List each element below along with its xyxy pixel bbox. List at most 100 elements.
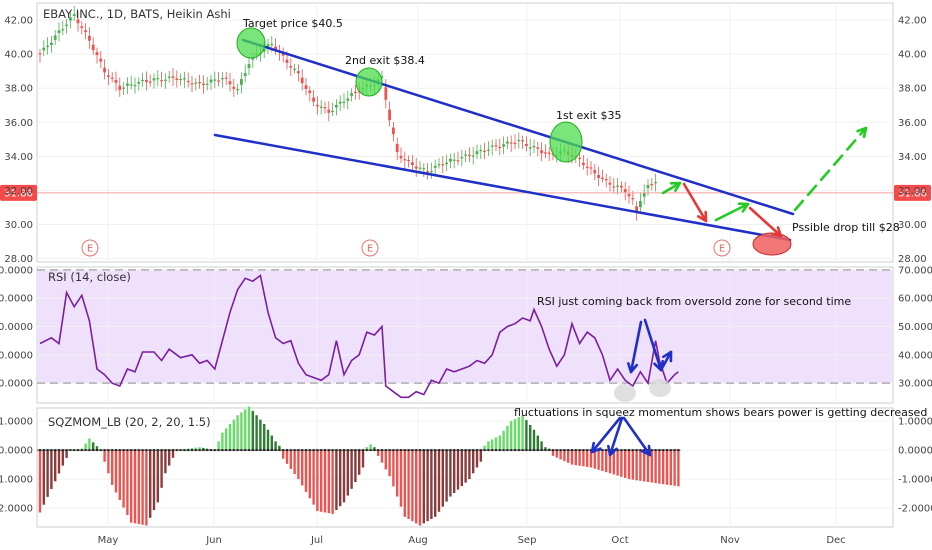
- candle-body[interactable]: [612, 186, 616, 188]
- candle-body[interactable]: [221, 78, 224, 80]
- candle-body[interactable]: [601, 177, 604, 179]
- candle-body[interactable]: [281, 53, 285, 56]
- candle-body[interactable]: [528, 147, 532, 149]
- candle-body[interactable]: [490, 145, 494, 147]
- candle-body[interactable]: [483, 150, 486, 152]
- candle-body[interactable]: [547, 152, 551, 154]
- candle-body[interactable]: [300, 77, 304, 84]
- candle-body[interactable]: [392, 127, 395, 135]
- candle-body[interactable]: [395, 143, 399, 153]
- candle-body[interactable]: [631, 197, 635, 200]
- candle-body[interactable]: [171, 76, 175, 78]
- candle-body[interactable]: [354, 91, 357, 94]
- candle-body[interactable]: [312, 97, 315, 102]
- candle-body[interactable]: [133, 85, 137, 87]
- candle-body[interactable]: [582, 162, 585, 166]
- candle-body[interactable]: [99, 58, 103, 62]
- candle-body[interactable]: [50, 42, 53, 46]
- candle-body[interactable]: [285, 59, 289, 63]
- candle-body[interactable]: [141, 79, 144, 81]
- candle-body[interactable]: [316, 104, 319, 107]
- candle-body[interactable]: [262, 48, 266, 52]
- candle-body[interactable]: [452, 159, 456, 161]
- candle-body[interactable]: [521, 140, 524, 142]
- candle-body[interactable]: [517, 139, 521, 142]
- candle-body[interactable]: [331, 110, 334, 113]
- candle-body[interactable]: [513, 142, 517, 145]
- candle-body[interactable]: [61, 29, 65, 31]
- candle-body[interactable]: [494, 145, 498, 147]
- candle-body[interactable]: [468, 154, 471, 157]
- candle-body[interactable]: [160, 80, 163, 82]
- candle-body[interactable]: [604, 179, 608, 181]
- candle-body[interactable]: [205, 83, 209, 85]
- candle-body[interactable]: [449, 158, 452, 162]
- candle-body[interactable]: [399, 155, 403, 159]
- candle-body[interactable]: [175, 78, 179, 81]
- candle-body[interactable]: [578, 157, 581, 160]
- candle-body[interactable]: [338, 101, 342, 104]
- candle-body[interactable]: [445, 162, 448, 165]
- candle-body[interactable]: [585, 166, 589, 168]
- candle-body[interactable]: [597, 174, 600, 178]
- candle-body[interactable]: [635, 206, 638, 213]
- candle-body[interactable]: [471, 155, 475, 157]
- candle-body[interactable]: [183, 78, 186, 80]
- candle-body[interactable]: [289, 66, 293, 68]
- candle-body[interactable]: [266, 44, 270, 48]
- candle-body[interactable]: [213, 79, 217, 81]
- candle-body[interactable]: [148, 81, 152, 83]
- candle-body[interactable]: [430, 171, 433, 173]
- candle-body[interactable]: [650, 183, 654, 186]
- candle-body[interactable]: [186, 80, 190, 83]
- candle-body[interactable]: [274, 46, 277, 51]
- candle-body[interactable]: [509, 142, 513, 144]
- candle-body[interactable]: [164, 79, 167, 81]
- candle-body[interactable]: [224, 77, 228, 79]
- earnings-marker[interactable]: [361, 239, 379, 257]
- candle-body[interactable]: [198, 82, 201, 84]
- candle-body[interactable]: [137, 81, 141, 84]
- candle-body[interactable]: [418, 167, 422, 169]
- candle-body[interactable]: [304, 85, 308, 89]
- candle-body[interactable]: [654, 181, 657, 184]
- candle-body[interactable]: [623, 189, 627, 193]
- candle-body[interactable]: [107, 75, 110, 77]
- candle-body[interactable]: [532, 146, 536, 148]
- candle-body[interactable]: [228, 81, 232, 85]
- rsi-line[interactable]: [39, 274, 679, 399]
- candle-body[interactable]: [46, 45, 49, 47]
- candle-body[interactable]: [414, 166, 418, 169]
- candle-body[interactable]: [403, 159, 407, 161]
- candle-body[interactable]: [152, 78, 156, 81]
- candle-body[interactable]: [407, 159, 410, 162]
- candle-body[interactable]: [202, 83, 205, 86]
- candle-body[interactable]: [167, 76, 171, 78]
- candle-body[interactable]: [460, 157, 464, 159]
- candle-body[interactable]: [69, 17, 72, 21]
- candle-body[interactable]: [114, 79, 118, 83]
- candle-body[interactable]: [297, 71, 300, 74]
- candle-body[interactable]: [327, 109, 331, 113]
- candle-body[interactable]: [426, 171, 429, 173]
- candle-body[interactable]: [498, 146, 502, 149]
- candle-body[interactable]: [422, 168, 426, 170]
- candle-body[interactable]: [608, 182, 612, 185]
- candle-body[interactable]: [53, 35, 57, 40]
- candle-body[interactable]: [65, 24, 68, 27]
- candle-body[interactable]: [388, 109, 391, 121]
- candle-body[interactable]: [243, 73, 247, 77]
- candle-body[interactable]: [456, 160, 460, 162]
- candle-body[interactable]: [126, 83, 129, 86]
- candle-body[interactable]: [642, 192, 646, 197]
- candle-body[interactable]: [57, 30, 61, 34]
- candle-body[interactable]: [536, 147, 540, 149]
- candle-body[interactable]: [627, 194, 631, 197]
- candle-body[interactable]: [384, 87, 388, 100]
- candle-body[interactable]: [525, 143, 528, 146]
- candle-body[interactable]: [247, 64, 251, 68]
- candle-body[interactable]: [441, 164, 445, 166]
- candle-body[interactable]: [80, 26, 84, 29]
- candle-body[interactable]: [350, 93, 353, 96]
- candle-body[interactable]: [646, 185, 650, 189]
